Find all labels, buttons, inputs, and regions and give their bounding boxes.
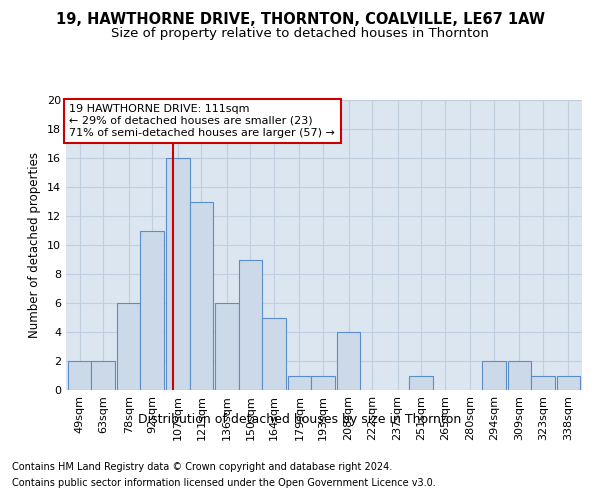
Bar bbox=[91, 361, 115, 390]
Text: Contains HM Land Registry data © Crown copyright and database right 2024.: Contains HM Land Registry data © Crown c… bbox=[12, 462, 392, 472]
Text: 19, HAWTHORNE DRIVE, THORNTON, COALVILLE, LE67 1AW: 19, HAWTHORNE DRIVE, THORNTON, COALVILLE… bbox=[56, 12, 545, 28]
Bar bbox=[482, 361, 506, 390]
Text: Distribution of detached houses by size in Thornton: Distribution of detached houses by size … bbox=[139, 412, 461, 426]
Bar bbox=[140, 230, 164, 390]
Bar bbox=[531, 376, 555, 390]
Bar bbox=[508, 361, 531, 390]
Bar bbox=[239, 260, 262, 390]
Bar bbox=[287, 376, 311, 390]
Bar bbox=[117, 303, 140, 390]
Bar bbox=[409, 376, 433, 390]
Bar bbox=[68, 361, 91, 390]
Bar bbox=[215, 303, 239, 390]
Y-axis label: Number of detached properties: Number of detached properties bbox=[28, 152, 41, 338]
Bar bbox=[190, 202, 213, 390]
Bar bbox=[337, 332, 361, 390]
Bar bbox=[557, 376, 580, 390]
Text: Contains public sector information licensed under the Open Government Licence v3: Contains public sector information licen… bbox=[12, 478, 436, 488]
Bar bbox=[311, 376, 335, 390]
Bar bbox=[262, 318, 286, 390]
Bar bbox=[166, 158, 190, 390]
Text: Size of property relative to detached houses in Thornton: Size of property relative to detached ho… bbox=[111, 28, 489, 40]
Text: 19 HAWTHORNE DRIVE: 111sqm
← 29% of detached houses are smaller (23)
71% of semi: 19 HAWTHORNE DRIVE: 111sqm ← 29% of deta… bbox=[70, 104, 335, 138]
